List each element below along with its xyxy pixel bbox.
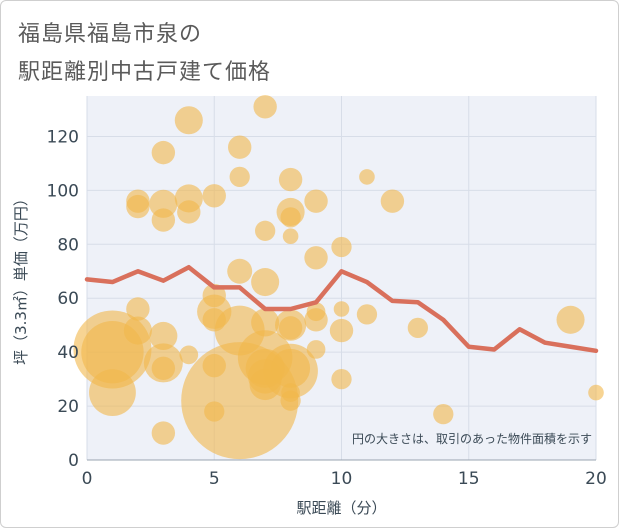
average-line — [84, 264, 599, 354]
x-axis-label: 駅距離（分） — [296, 499, 386, 517]
bubble-point — [251, 308, 280, 337]
bubble-point — [331, 368, 352, 390]
bubble-point — [151, 421, 176, 445]
bubble-point — [380, 189, 405, 213]
bubble-point — [151, 140, 176, 165]
bubble-point — [304, 246, 328, 270]
bubble-point — [253, 95, 277, 119]
bubble-point — [556, 305, 585, 334]
bubble-point — [151, 356, 176, 381]
bubble-point — [359, 169, 375, 185]
y-axis-label: 坪（3.3㎡）単価（万円） — [12, 191, 30, 365]
bubble-point — [179, 345, 199, 365]
bubble-point — [356, 304, 378, 325]
bubble-point — [331, 236, 352, 258]
bubble-point — [177, 200, 201, 224]
bubble-point — [251, 268, 280, 297]
bubble-point — [151, 208, 176, 232]
bubble-point — [280, 390, 301, 411]
bubble-point — [271, 348, 311, 388]
y-tick-label: 60 — [57, 289, 79, 309]
bubble-point — [228, 135, 252, 159]
size-note: 円の大きさは、取引のあった物件面積を示す — [352, 431, 592, 446]
bubble-point — [227, 258, 253, 284]
bubble-point — [278, 167, 303, 192]
bubble-point — [126, 297, 150, 321]
y-tick-label: 20 — [57, 397, 79, 417]
bubble-point — [89, 369, 136, 416]
bubble-point — [304, 189, 328, 213]
bubble-point — [280, 207, 301, 228]
bubble-point — [282, 228, 299, 245]
bubble-point — [433, 404, 454, 425]
bubble-point — [278, 316, 303, 340]
y-tick-label: 120 — [47, 127, 79, 147]
bubble-point — [126, 194, 150, 219]
chart-title-line1: 福島県福島市泉の — [18, 22, 203, 47]
x-tick-label: 0 — [82, 469, 93, 489]
bubble-point — [149, 321, 178, 351]
x-tick-label: 20 — [585, 469, 607, 489]
bubbles — [73, 95, 604, 460]
y-axis-ticks: 0 20 40 60 80 100 120 — [47, 127, 79, 471]
bubble-point — [174, 106, 203, 135]
bubble-point — [329, 318, 354, 343]
bubble-point — [304, 308, 328, 332]
bubble-point — [123, 316, 152, 345]
x-tick-label: 5 — [209, 469, 220, 489]
y-tick-label: 100 — [47, 181, 79, 201]
bubble-point — [229, 166, 250, 188]
x-tick-label: 10 — [331, 469, 353, 489]
x-axis-ticks: 0 5 10 15 20 — [82, 469, 607, 489]
bubble-point — [407, 317, 428, 339]
bubble-point — [333, 301, 350, 317]
x-tick-label: 15 — [458, 469, 480, 489]
y-tick-label: 40 — [57, 343, 79, 363]
bubble-point — [255, 220, 276, 241]
y-tick-label: 0 — [68, 451, 79, 471]
bubble-point — [306, 340, 326, 359]
bubble-point — [202, 184, 226, 208]
bubble-point — [588, 384, 604, 401]
chart-title-line2: 駅距離別中古戸建て価格 — [18, 60, 272, 85]
y-tick-label: 80 — [57, 235, 79, 255]
